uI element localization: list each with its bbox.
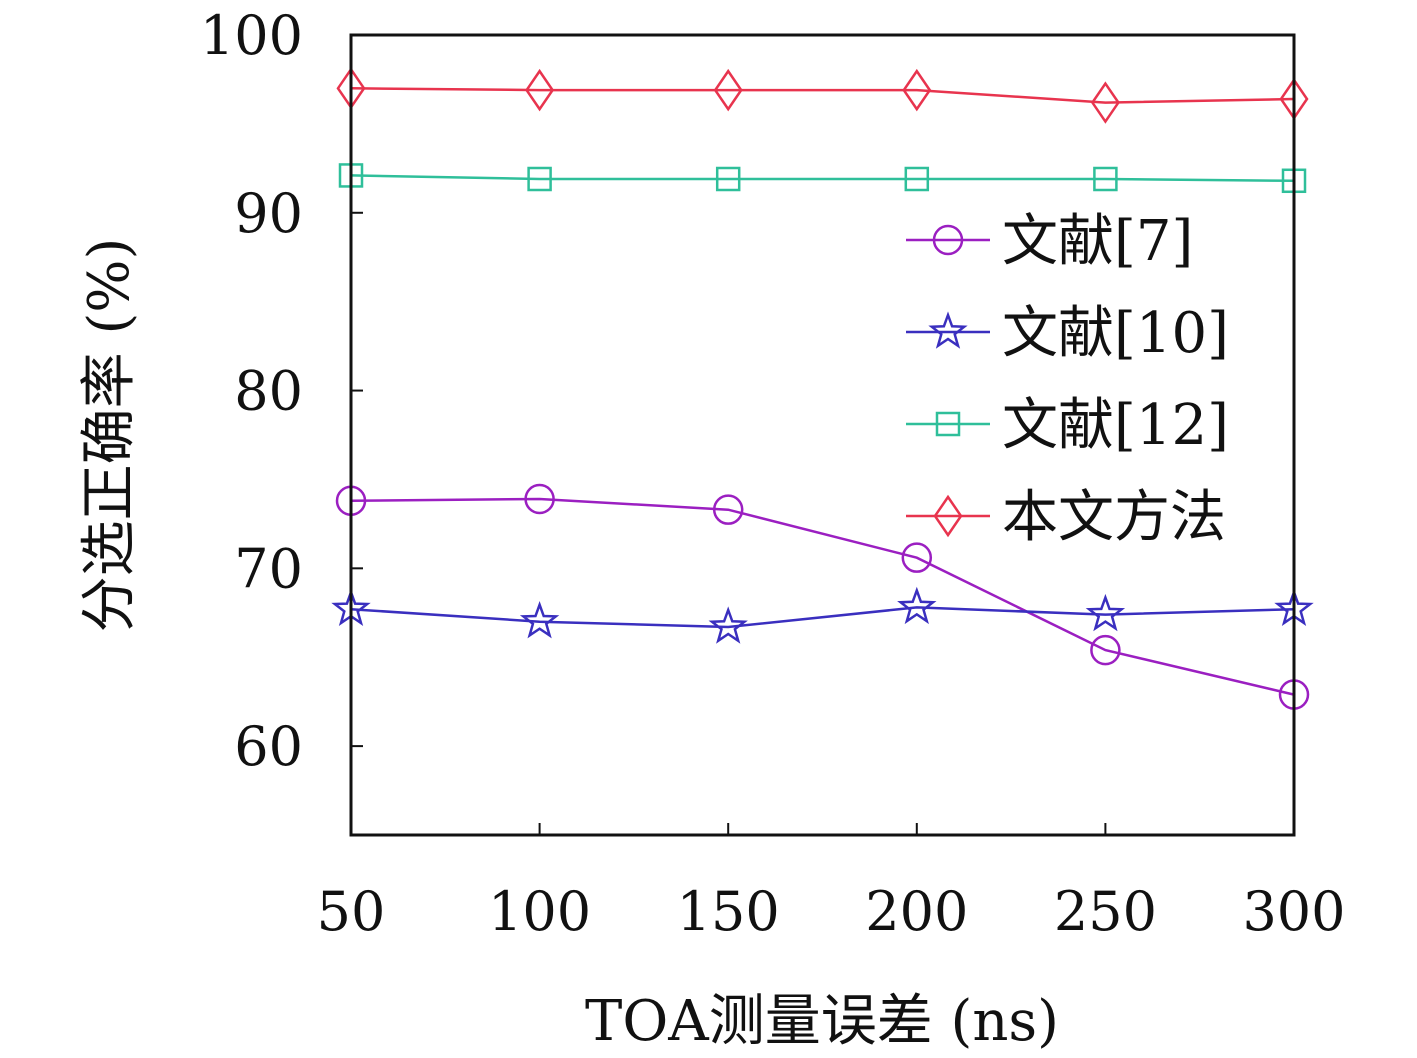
series-line-3 (350, 87, 1295, 104)
series-line-1 (350, 606, 1295, 629)
ticks-layer: 50 100 150 200 250 300 60 70 80 90 100 (200, 4, 1346, 943)
x-tick-label: 50 (317, 880, 386, 943)
legend-label: 文献[10] (1002, 301, 1229, 366)
legend-marker (933, 494, 963, 538)
series-2-point (715, 166, 741, 192)
series-0-point (1090, 634, 1121, 666)
y-tick-label: 100 (200, 4, 303, 67)
legend-marker (935, 411, 961, 437)
y-tick-label: 70 (234, 537, 303, 600)
y-tick-label: 60 (234, 715, 303, 778)
legend-marker (928, 311, 968, 349)
y-tick-label: 80 (234, 360, 303, 423)
legend-label: 文献[7] (1002, 209, 1193, 274)
x-axis-title: TOA测量误差 (ns) (585, 989, 1059, 1054)
series-0-point (524, 483, 555, 515)
series-3-point (525, 68, 555, 112)
series-2-point (1093, 166, 1118, 192)
series-1-point (897, 586, 937, 625)
series-3-point (713, 68, 743, 112)
legend-marker (932, 224, 964, 256)
series-2-point (904, 166, 930, 192)
series-line-0 (350, 497, 1295, 696)
series-0-point (901, 542, 933, 573)
legend-label: 本文方法 (1002, 485, 1226, 550)
y-tick-label: 90 (234, 182, 303, 245)
y-axis-title: 分选正确率 (%) (77, 238, 142, 633)
legend-label: 文献[12] (1002, 393, 1229, 458)
legend: 文献[7] 文献[10] 文献[12] 本文方法 (906, 209, 1229, 550)
x-tick-label: 300 (1242, 880, 1345, 943)
series-3-point (902, 68, 932, 112)
series-1-point (1085, 593, 1126, 632)
x-tick-label: 150 (677, 880, 780, 943)
series-1-point (708, 606, 748, 644)
plot-frame (349, 33, 1296, 837)
series-2-point (527, 166, 552, 192)
series-layer (350, 87, 1295, 696)
series-1-point (519, 601, 560, 639)
series-3-point (1090, 81, 1120, 124)
x-tick-label: 100 (488, 880, 591, 943)
x-tick-label: 250 (1054, 880, 1157, 943)
series-line-2 (350, 174, 1295, 183)
series-0-point (712, 494, 744, 525)
x-tick-label: 200 (865, 880, 968, 943)
